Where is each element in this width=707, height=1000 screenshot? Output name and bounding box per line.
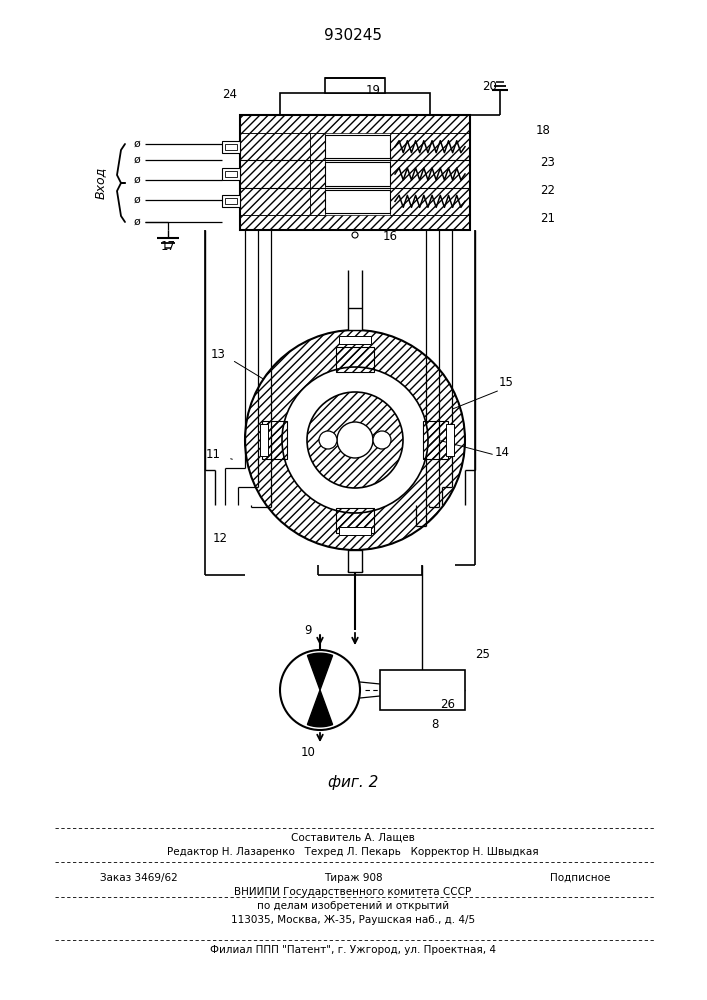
Bar [390,160,470,188]
Circle shape [337,422,373,458]
Bar [240,188,310,215]
Text: 13: 13 [211,349,226,361]
Bar [446,424,454,456]
Bar [280,93,430,115]
Text: Редактор Н. Лазаренко   Техред Л. Пекарь   Корректор Н. Швыдкая: Редактор Н. Лазаренко Техред Л. Пекарь К… [167,847,539,857]
Text: Вход: Вход [93,167,107,199]
Text: 9: 9 [304,624,312,637]
Text: 8: 8 [431,718,438,732]
Bar [336,347,374,372]
Bar [310,160,325,188]
Text: ø: ø [134,139,141,149]
Bar [325,135,390,158]
Bar [390,133,470,160]
Text: 930245: 930245 [324,27,382,42]
Bar [225,171,237,177]
Text: Филиал ППП "Патент", г. Ужгород, ул. Проектная, 4: Филиал ППП "Патент", г. Ужгород, ул. Про… [210,945,496,955]
Bar [339,336,371,344]
Circle shape [373,431,391,449]
Circle shape [282,367,428,513]
Bar [240,160,310,188]
Circle shape [319,431,337,449]
Text: 20: 20 [483,81,498,94]
Text: ø: ø [134,175,141,185]
Text: ВНИИПИ Государственного комитета СССР: ВНИИПИ Государственного комитета СССР [235,887,472,897]
Text: 23: 23 [541,155,556,168]
Bar [240,115,470,230]
Text: 24: 24 [223,89,238,102]
Bar [225,198,237,204]
Text: 12: 12 [213,532,228,544]
Bar [262,421,287,459]
Text: Тираж 908: Тираж 908 [324,873,382,883]
Bar [325,162,390,186]
Bar [222,168,240,180]
Text: Заказ 3469/62: Заказ 3469/62 [100,873,177,883]
Bar [390,188,470,215]
Text: 11: 11 [206,448,221,462]
Bar [348,308,362,330]
Text: 17: 17 [160,240,175,253]
Text: ø: ø [134,155,141,165]
Text: 16: 16 [382,231,397,243]
Circle shape [280,650,360,730]
Text: 26: 26 [440,698,455,712]
Bar [325,190,390,213]
Bar [339,527,371,535]
Bar [325,78,385,93]
Text: 10: 10 [300,746,315,758]
Text: 22: 22 [540,184,556,196]
Bar [380,670,465,710]
Bar [423,421,448,459]
Bar [310,133,325,160]
Circle shape [352,232,358,238]
Text: 15: 15 [498,376,513,389]
Bar [336,508,374,533]
Bar [260,424,268,456]
Text: 25: 25 [476,648,491,662]
Text: Составитель А. Лащев: Составитель А. Лащев [291,833,415,843]
Bar [310,188,325,215]
Bar [222,195,240,207]
Text: 14: 14 [494,446,510,458]
Text: 113035, Москва, Ж-35, Раушская наб., д. 4/5: 113035, Москва, Ж-35, Раушская наб., д. … [231,915,475,925]
Bar [222,141,240,153]
Text: 21: 21 [540,212,556,225]
Text: ø: ø [134,217,141,227]
Polygon shape [308,690,332,727]
Text: Подписное: Подписное [549,873,610,883]
Bar [348,550,362,572]
Bar [225,144,237,150]
Text: по делам изобретений и открытий: по делам изобретений и открытий [257,901,449,911]
Text: 19: 19 [366,84,380,97]
Bar [240,133,310,160]
Text: ø: ø [134,195,141,205]
Text: 18: 18 [536,123,551,136]
Bar [240,115,470,133]
Text: фиг. 2: фиг. 2 [328,774,378,790]
Polygon shape [308,653,332,690]
Bar [240,215,470,230]
